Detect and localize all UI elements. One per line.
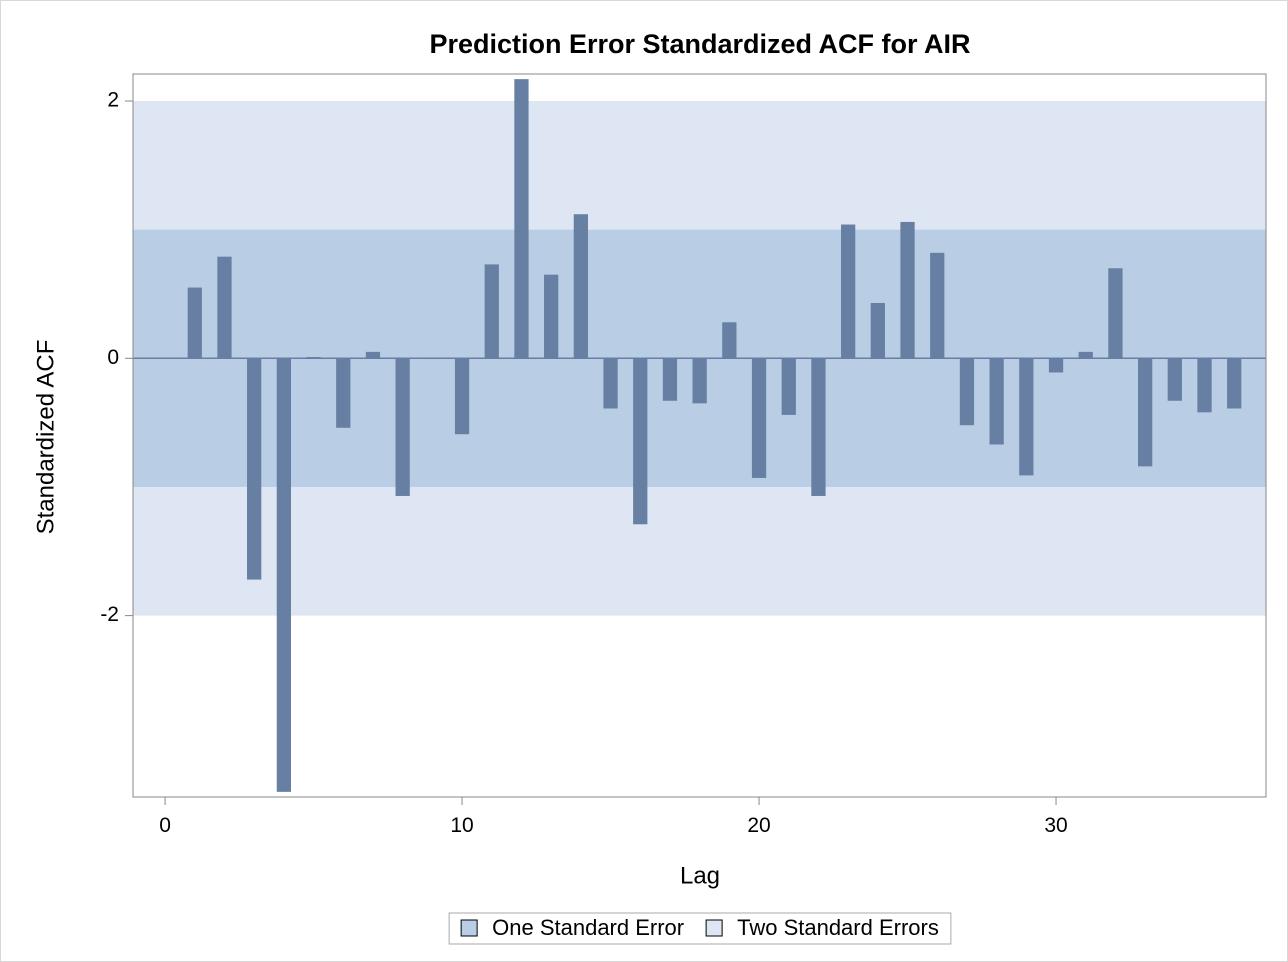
bar [1019,358,1034,476]
y-tick-label: -2 [100,603,119,626]
y-axis-label: Standardized ACF [32,340,59,535]
x-tick-label: 10 [450,814,473,837]
bar [336,358,351,428]
bar [1197,358,1212,413]
y-tick-label: 2 [107,89,119,112]
chart-title: Prediction Error Standardized ACF for AI… [429,29,970,59]
bar [247,358,262,580]
legend-frame [448,912,952,945]
legend-swatch [705,919,723,937]
x-tick-label: 30 [1044,814,1067,837]
bar [841,224,856,359]
bar [395,358,410,496]
x-axis-label: Lag [680,862,720,889]
bar [544,274,559,359]
bar [1137,358,1153,467]
bar [514,79,529,359]
legend-label: One Standard Error [492,915,684,940]
bar [662,358,678,401]
bar [959,358,975,426]
bar [870,302,885,359]
bar [306,357,321,359]
bar [187,287,202,359]
y-tick-label: 0 [107,346,119,369]
bar [425,358,440,359]
bar [989,358,1004,445]
bar [900,221,915,359]
bar [751,358,767,478]
bar [365,351,381,359]
bar [484,264,499,359]
legend-label: Two Standard Errors [737,915,939,940]
x-tick-label: 20 [747,814,770,837]
bar [692,358,707,404]
bar [1167,358,1182,401]
bar [633,358,648,525]
bar [276,358,291,792]
bar [217,256,232,359]
bar [781,358,796,415]
bar [603,358,618,409]
legend: One Standard Error Two Standard Errors [448,912,952,945]
plot-area [133,79,1266,792]
bar [811,358,826,496]
bar [1108,268,1123,359]
legend-swatch [460,919,478,937]
bar [930,252,945,359]
axes-frame [132,73,1267,798]
bar [1078,351,1093,359]
bar [454,358,470,435]
bar [722,322,737,359]
bar [573,214,588,359]
bar [1227,358,1242,409]
bar [1048,358,1064,373]
x-tick-label: 0 [159,814,171,837]
